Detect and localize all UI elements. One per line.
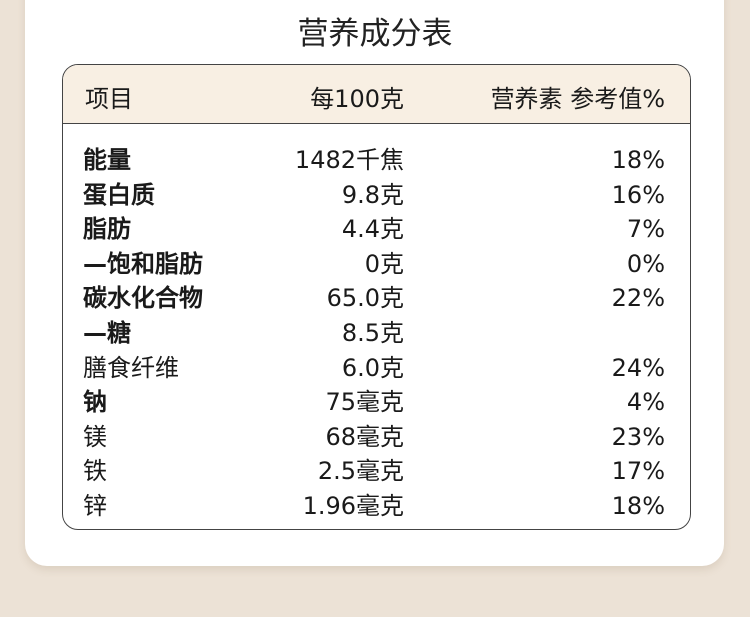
nutrient-value: 1482千焦 [294, 146, 404, 174]
nutrient-value: 75毫克 [325, 388, 404, 417]
nutrient-name: —糖 [83, 318, 131, 347]
nutrient-nrv: 17% [611, 457, 665, 486]
nutrient-value: 1.96毫克 [302, 491, 404, 520]
header-item: 项目 [85, 85, 133, 113]
nutrient-nrv: 0% [626, 249, 665, 278]
nutrient-value: 4.4克 [341, 215, 404, 244]
table-body: 能量 1482千焦 18% 蛋白质 9.8克 16% 脂肪 4.4克 7% —饱和脂肪 0克 0% 碳水… [63, 143, 690, 524]
table-row: 钠 75毫克 4% [63, 385, 690, 420]
nutrient-nrv: 16% [611, 180, 665, 209]
nutrient-name: 能量 [83, 146, 131, 174]
nutrition-table: 项目 每100克 营养素 参考值% 能量 1482千焦 18% 蛋白质 9.8克 16% 脂… [62, 64, 691, 530]
table-row: —饱和脂肪 0克 0% [63, 247, 690, 282]
nutrient-name: 脂肪 [83, 215, 131, 244]
table-row: 镁 68毫克 23% [63, 420, 690, 455]
nutrient-value: 0克 [364, 249, 404, 278]
nutrient-name: 铁 [83, 457, 107, 486]
nutrient-value: 6.0克 [341, 353, 404, 382]
nutrient-value: 9.8克 [341, 180, 404, 209]
table-row: 蛋白质 9.8克 16% [63, 178, 690, 213]
header-nrv: 营养素 参考值% [490, 85, 665, 113]
table-row: —糖 8.5克 [63, 316, 690, 351]
nutrient-name: 钠 [83, 388, 107, 417]
nutrient-nrv: 18% [611, 146, 665, 174]
table-row: 膳食纤维 6.0克 24% [63, 351, 690, 386]
nutrient-nrv: 22% [611, 284, 665, 313]
nutrient-name: 蛋白质 [83, 180, 155, 209]
nutrient-value: 2.5毫克 [317, 457, 404, 486]
table-row: 碳水化合物 65.0克 22% [63, 281, 690, 316]
nutrient-value: 68毫克 [325, 422, 404, 451]
nutrient-name: 碳水化合物 [83, 284, 203, 313]
page-title: 营养成分表 [297, 16, 453, 52]
nutrient-nrv: 24% [611, 353, 665, 382]
nutrient-name: 锌 [83, 491, 107, 520]
nutrient-name: 膳食纤维 [83, 353, 179, 382]
nutrient-value: 65.0克 [326, 284, 404, 313]
nutrient-nrv: 4% [626, 388, 665, 417]
nutrient-name: —饱和脂肪 [83, 249, 203, 278]
table-header: 项目 每100克 营养素 参考值% [63, 65, 690, 124]
nutrient-value: 8.5克 [341, 318, 404, 347]
table-row: 能量 1482千焦 18% [63, 143, 690, 178]
table-row: 锌 1.96毫克 18% [63, 489, 690, 524]
nutrient-name: 镁 [83, 422, 107, 451]
table-row: 脂肪 4.4克 7% [63, 212, 690, 247]
header-per100: 每100克 [310, 85, 404, 113]
nutrient-nrv: 23% [611, 422, 665, 451]
nutrient-nrv: 18% [611, 491, 665, 520]
table-row: 铁 2.5毫克 17% [63, 454, 690, 489]
nutrient-nrv: 7% [626, 215, 665, 244]
